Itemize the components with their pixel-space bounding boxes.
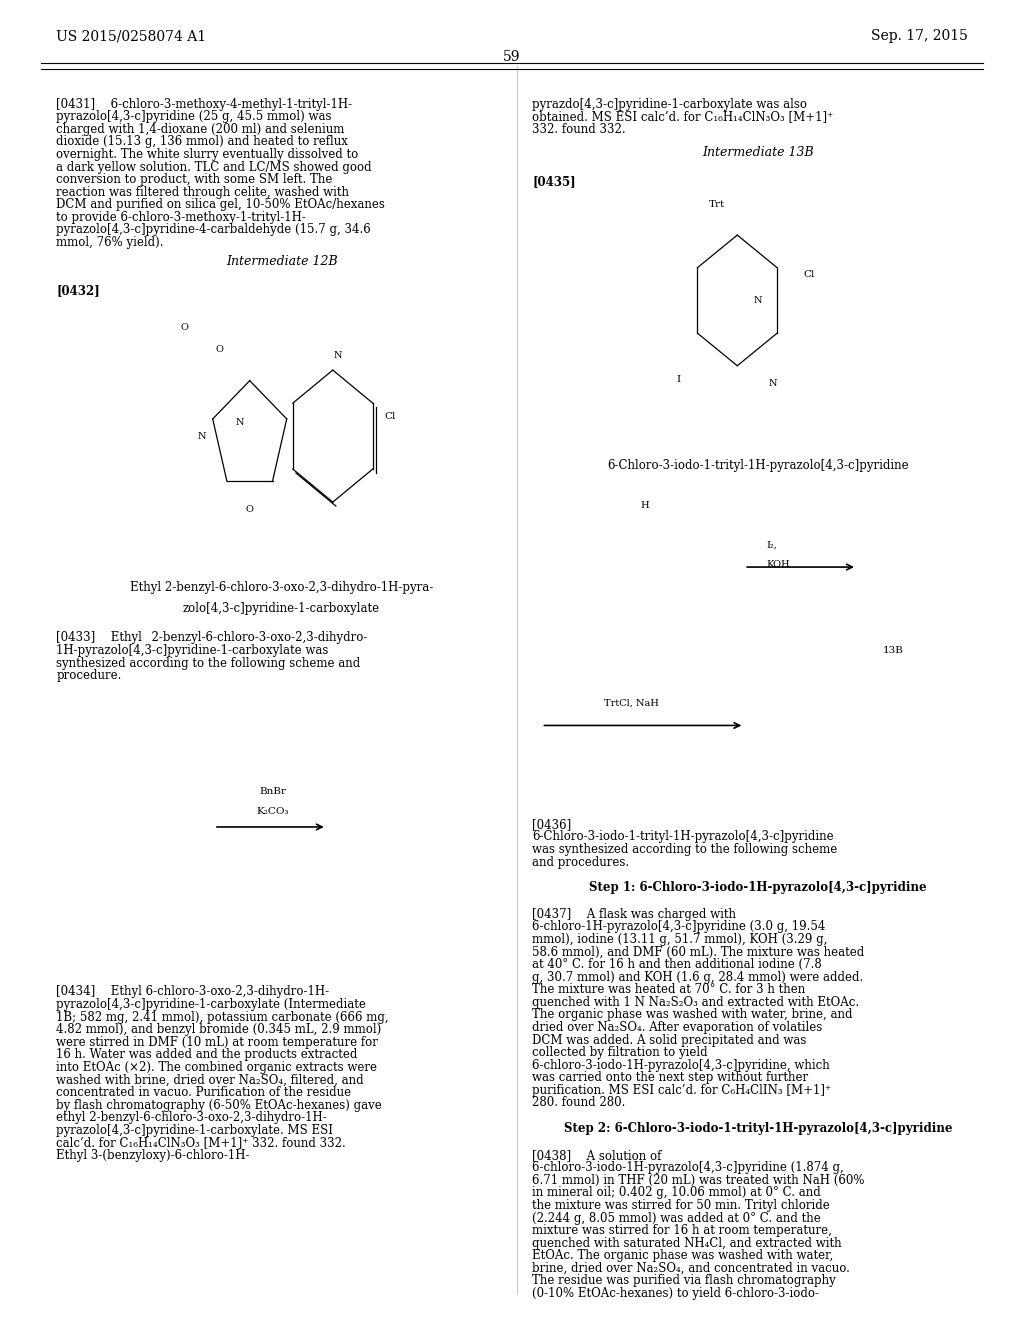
Text: Cl: Cl [384, 412, 395, 421]
Text: g, 30.7 mmol) and KOH (1.6 g, 28.4 mmol) were added.: g, 30.7 mmol) and KOH (1.6 g, 28.4 mmol)… [532, 970, 863, 983]
Text: concentrated in vacuo. Purification of the residue: concentrated in vacuo. Purification of t… [56, 1086, 351, 1100]
Text: [0432]: [0432] [56, 284, 100, 297]
Text: The mixture was heated at 70° C. for 3 h then: The mixture was heated at 70° C. for 3 h… [532, 983, 806, 997]
Text: pyrazolo[4,3-c]pyridine-1-carboxylate (Intermediate: pyrazolo[4,3-c]pyridine-1-carboxylate (I… [56, 998, 367, 1011]
Text: quenched with 1 N Na₂S₂O₃ and extracted with EtOAc.: quenched with 1 N Na₂S₂O₃ and extracted … [532, 995, 859, 1008]
Text: The organic phase was washed with water, brine, and: The organic phase was washed with water,… [532, 1008, 853, 1022]
Text: a dark yellow solution. TLC and LC/MS showed good: a dark yellow solution. TLC and LC/MS sh… [56, 161, 372, 173]
Text: 6-chloro-3-iodo-1H-pyrazolo[4,3-c]pyridine, which: 6-chloro-3-iodo-1H-pyrazolo[4,3-c]pyridi… [532, 1059, 830, 1072]
Text: procedure.: procedure. [56, 669, 122, 682]
Text: quenched with saturated NH₄Cl, and extracted with: quenched with saturated NH₄Cl, and extra… [532, 1237, 842, 1250]
Text: O: O [246, 504, 254, 513]
Text: Step 1: 6-Chloro-3-iodo-1H-pyrazolo[4,3-c]pyridine: Step 1: 6-Chloro-3-iodo-1H-pyrazolo[4,3-… [589, 882, 927, 895]
Text: to provide 6-chloro-3-methoxy-1-trityl-1H-: to provide 6-chloro-3-methoxy-1-trityl-1… [56, 211, 306, 224]
Text: [0435]: [0435] [532, 176, 577, 187]
Text: KOH: KOH [767, 561, 791, 569]
Text: [0434]  Ethyl 6-chloro-3-oxo-2,3-dihydro-1H-: [0434] Ethyl 6-chloro-3-oxo-2,3-dihydro-… [56, 985, 330, 998]
Text: charged with 1,4-dioxane (200 ml) and selenium: charged with 1,4-dioxane (200 ml) and se… [56, 123, 345, 136]
Text: was carried onto the next step without further: was carried onto the next step without f… [532, 1072, 809, 1084]
Text: at 40° C. for 16 h and then additional iodine (7.8: at 40° C. for 16 h and then additional i… [532, 958, 822, 972]
Text: 6-chloro-3-iodo-1H-pyrazolo[4,3-c]pyridine (1.874 g,: 6-chloro-3-iodo-1H-pyrazolo[4,3-c]pyridi… [532, 1162, 844, 1175]
Text: [0438]  A solution of: [0438] A solution of [532, 1148, 662, 1162]
Text: 13B: 13B [883, 647, 903, 655]
Text: N: N [754, 296, 762, 305]
Text: 6-chloro-1H-pyrazolo[4,3-c]pyridine (3.0 g, 19.54: 6-chloro-1H-pyrazolo[4,3-c]pyridine (3.0… [532, 920, 825, 933]
Text: O: O [215, 346, 223, 354]
Text: dried over Na₂SO₄. After evaporation of volatiles: dried over Na₂SO₄. After evaporation of … [532, 1020, 822, 1034]
Text: Intermediate 13B: Intermediate 13B [701, 147, 814, 158]
Text: purification. MS ESI calc’d. for C₆H₄ClIN₃ [M+1]⁺: purification. MS ESI calc’d. for C₆H₄ClI… [532, 1084, 831, 1097]
Text: Cl: Cl [804, 269, 815, 279]
Text: Sep. 17, 2015: Sep. 17, 2015 [870, 29, 968, 44]
Text: brine, dried over Na₂SO₄, and concentrated in vacuo.: brine, dried over Na₂SO₄, and concentrat… [532, 1262, 850, 1275]
Text: was synthesized according to the following scheme: was synthesized according to the followi… [532, 843, 838, 857]
Text: N: N [769, 379, 777, 388]
Text: H: H [641, 502, 649, 510]
Text: EtOAc. The organic phase was washed with water,: EtOAc. The organic phase was washed with… [532, 1249, 834, 1262]
Text: the mixture was stirred for 50 min. Trityl chloride: the mixture was stirred for 50 min. Trit… [532, 1199, 830, 1212]
Text: BnBr: BnBr [259, 787, 286, 796]
Text: overnight. The white slurry eventually dissolved to: overnight. The white slurry eventually d… [56, 148, 358, 161]
Text: reaction was filtered through celite, washed with: reaction was filtered through celite, wa… [56, 186, 349, 199]
Text: pyrazolo[4,3-c]pyridine (25 g, 45.5 mmol) was: pyrazolo[4,3-c]pyridine (25 g, 45.5 mmol… [56, 111, 332, 123]
Text: dioxide (15.13 g, 136 mmol) and heated to reflux: dioxide (15.13 g, 136 mmol) and heated t… [56, 136, 348, 148]
Text: pyrazolo[4,3-c]pyridine-4-carbaldehyde (15.7 g, 34.6: pyrazolo[4,3-c]pyridine-4-carbaldehyde (… [56, 223, 371, 236]
Text: 4.82 mmol), and benzyl bromide (0.345 mL, 2.9 mmol): 4.82 mmol), and benzyl bromide (0.345 mL… [56, 1023, 382, 1036]
Text: by flash chromatography (6-50% EtOAc-hexanes) gave: by flash chromatography (6-50% EtOAc-hex… [56, 1098, 382, 1111]
Text: [0431]  6-chloro-3-methoxy-4-methyl-1-trityl-1H-: [0431] 6-chloro-3-methoxy-4-methyl-1-tri… [56, 98, 352, 111]
Text: pyrazolo[4,3-c]pyridine-1-carboxylate. MS ESI: pyrazolo[4,3-c]pyridine-1-carboxylate. M… [56, 1123, 334, 1137]
Text: N: N [236, 418, 244, 428]
Text: Intermediate 12B: Intermediate 12B [225, 255, 338, 268]
Text: conversion to product, with some SM left. The: conversion to product, with some SM left… [56, 173, 333, 186]
Text: [0433]  Ethyl  2-benzyl-6-chloro-3-oxo-2,3-dihydro-: [0433] Ethyl 2-benzyl-6-chloro-3-oxo-2,3… [56, 631, 368, 644]
Text: 280. found 280.: 280. found 280. [532, 1097, 626, 1110]
Text: Step 2: 6-Chloro-3-iodo-1-trityl-1H-pyrazolo[4,3-c]pyridine: Step 2: 6-Chloro-3-iodo-1-trityl-1H-pyra… [563, 1122, 952, 1135]
Text: 16 h. Water was added and the products extracted: 16 h. Water was added and the products e… [56, 1048, 357, 1061]
Text: 6-Chloro-3-iodo-1-trityl-1H-pyrazolo[4,3-c]pyridine: 6-Chloro-3-iodo-1-trityl-1H-pyrazolo[4,3… [607, 459, 908, 471]
Text: N: N [334, 351, 342, 359]
Text: 6.71 mmol) in THF (20 mL) was treated with NaH (60%: 6.71 mmol) in THF (20 mL) was treated wi… [532, 1173, 865, 1187]
Text: TrtCl, NaH: TrtCl, NaH [604, 700, 659, 708]
Text: 332. found 332.: 332. found 332. [532, 123, 626, 136]
Text: 59: 59 [503, 50, 521, 65]
Text: [0436]: [0436] [532, 818, 584, 830]
Text: (2.244 g, 8.05 mmol) was added at 0° C. and the: (2.244 g, 8.05 mmol) was added at 0° C. … [532, 1212, 821, 1225]
Text: I₂,: I₂, [767, 541, 777, 549]
Text: ethyl 2-benzyl-6-chloro-3-oxo-2,3-dihydro-1H-: ethyl 2-benzyl-6-chloro-3-oxo-2,3-dihydr… [56, 1111, 327, 1125]
Text: synthesized according to the following scheme and: synthesized according to the following s… [56, 656, 360, 669]
Text: K₂CO₃: K₂CO₃ [256, 807, 289, 816]
Text: in mineral oil; 0.402 g, 10.06 mmol) at 0° C. and: in mineral oil; 0.402 g, 10.06 mmol) at … [532, 1187, 821, 1200]
Text: Ethyl 3-(benzyloxy)-6-chloro-1H-: Ethyl 3-(benzyloxy)-6-chloro-1H- [56, 1148, 250, 1162]
Text: obtained. MS ESI calc’d. for C₁₆H₁₄ClN₃O₃ [M+1]⁺: obtained. MS ESI calc’d. for C₁₆H₁₄ClN₃O… [532, 111, 834, 123]
Text: and procedures.: and procedures. [532, 855, 630, 869]
Text: DCM and purified on silica gel, 10-50% EtOAc/hexanes: DCM and purified on silica gel, 10-50% E… [56, 198, 385, 211]
Text: (0-10% EtOAc-hexanes) to yield 6-chloro-3-iodo-: (0-10% EtOAc-hexanes) to yield 6-chloro-… [532, 1287, 819, 1300]
Text: mmol), iodine (13.11 g, 51.7 mmol), KOH (3.29 g,: mmol), iodine (13.11 g, 51.7 mmol), KOH … [532, 933, 827, 946]
Text: DCM was added. A solid precipitated and was: DCM was added. A solid precipitated and … [532, 1034, 807, 1047]
Text: washed with brine, dried over Na₂SO₄, filtered, and: washed with brine, dried over Na₂SO₄, fi… [56, 1073, 364, 1086]
Text: O: O [180, 323, 188, 333]
Text: 1H-pyrazolo[4,3-c]pyridine-1-carboxylate was: 1H-pyrazolo[4,3-c]pyridine-1-carboxylate… [56, 644, 329, 657]
Text: mixture was stirred for 16 h at room temperature,: mixture was stirred for 16 h at room tem… [532, 1224, 833, 1237]
Text: were stirred in DMF (10 mL) at room temperature for: were stirred in DMF (10 mL) at room temp… [56, 1036, 378, 1048]
Text: [0437]  A flask was charged with: [0437] A flask was charged with [532, 908, 736, 921]
Text: N: N [198, 432, 206, 441]
Text: The residue was purified via flash chromatography: The residue was purified via flash chrom… [532, 1275, 837, 1287]
Text: into EtOAc (×2). The combined organic extracts were: into EtOAc (×2). The combined organic ex… [56, 1061, 377, 1074]
Text: collected by filtration to yield: collected by filtration to yield [532, 1047, 709, 1059]
Text: Ethyl 2-benzyl-6-chloro-3-oxo-2,3-dihydro-1H-pyra-: Ethyl 2-benzyl-6-chloro-3-oxo-2,3-dihydr… [130, 581, 433, 594]
Text: zolo[4,3-c]pyridine-1-carboxylate: zolo[4,3-c]pyridine-1-carboxylate [183, 602, 380, 615]
Text: mmol, 76% yield).: mmol, 76% yield). [56, 236, 164, 249]
Text: 1B; 582 mg, 2.41 mmol), potassium carbonate (666 mg,: 1B; 582 mg, 2.41 mmol), potassium carbon… [56, 1011, 389, 1023]
Text: calc’d. for C₁₆H₁₄ClN₃O₃ [M+1]⁺ 332. found 332.: calc’d. for C₁₆H₁₄ClN₃O₃ [M+1]⁺ 332. fou… [56, 1137, 346, 1150]
Text: Trt: Trt [709, 199, 725, 209]
Text: I: I [677, 375, 681, 384]
Text: pyrazdo[4,3-c]pyridine-1-carboxylate was also: pyrazdo[4,3-c]pyridine-1-carboxylate was… [532, 98, 808, 111]
Text: US 2015/0258074 A1: US 2015/0258074 A1 [56, 29, 207, 44]
Text: 6-Chloro-3-iodo-1-trityl-1H-pyrazolo[4,3-c]pyridine: 6-Chloro-3-iodo-1-trityl-1H-pyrazolo[4,3… [532, 830, 835, 843]
Text: 58.6 mmol), and DMF (60 mL). The mixture was heated: 58.6 mmol), and DMF (60 mL). The mixture… [532, 945, 864, 958]
